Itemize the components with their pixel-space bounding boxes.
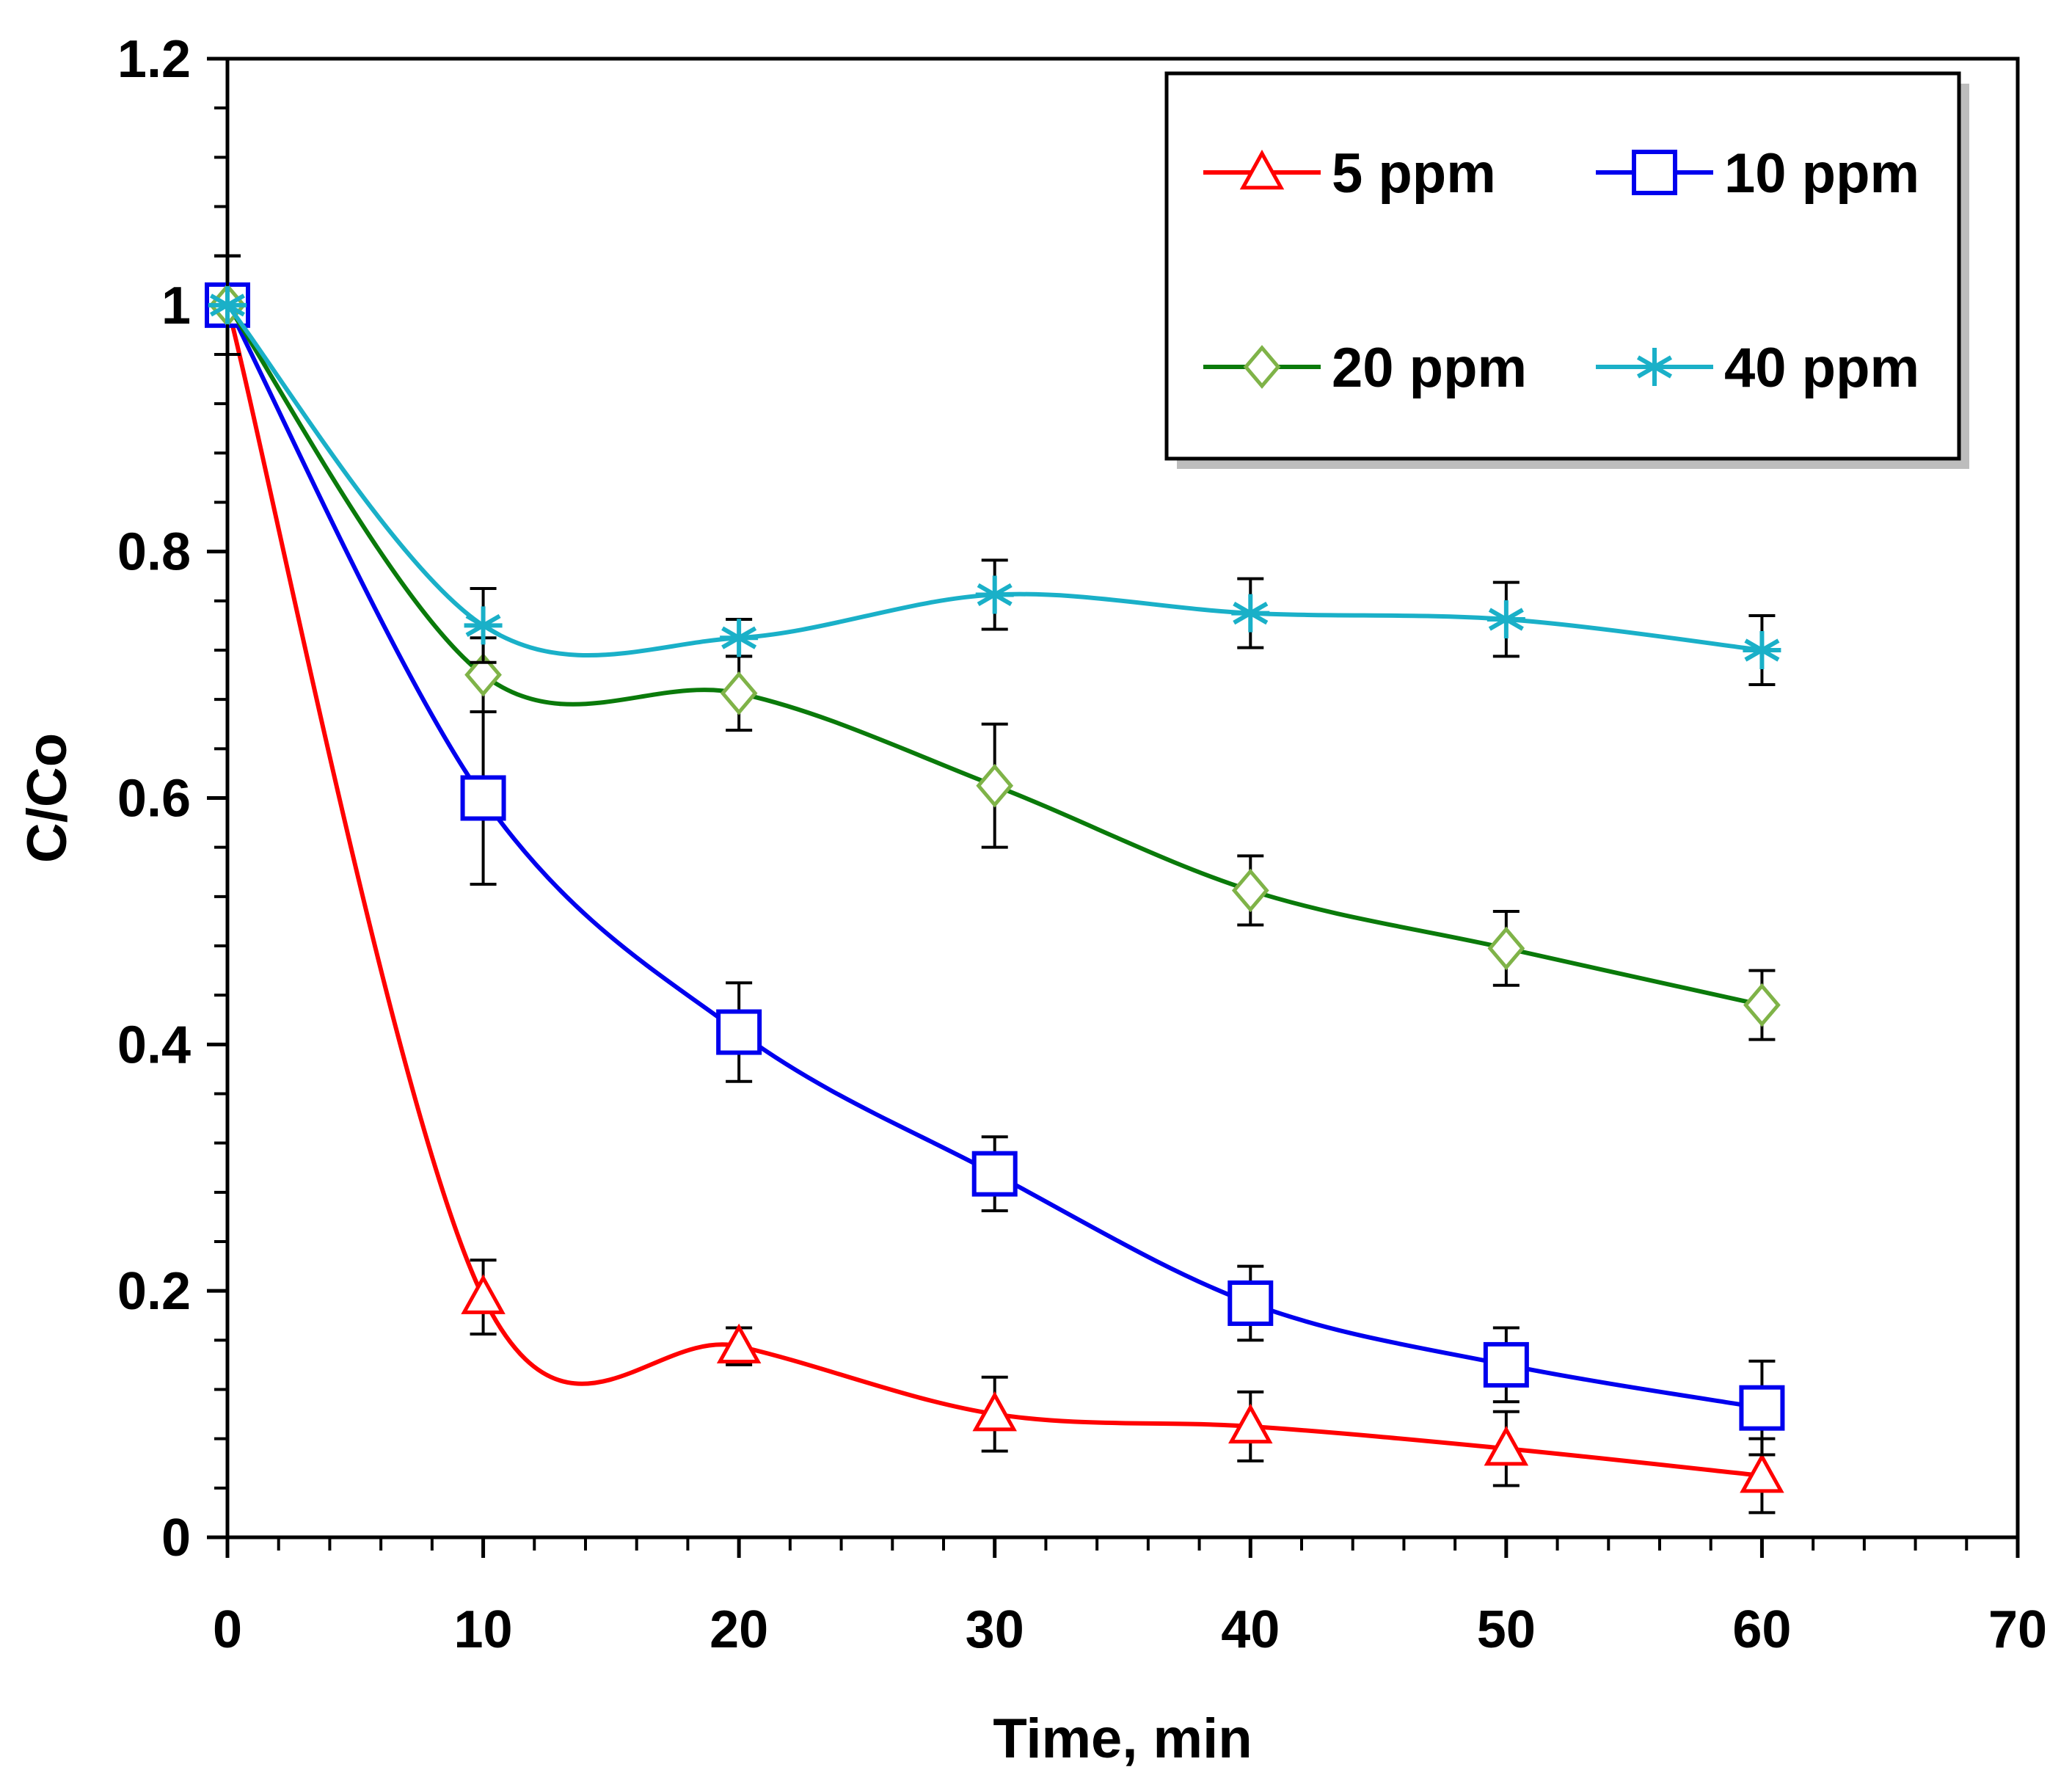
y-tick-label: 0.8 — [117, 523, 191, 582]
y-axis-title: C/Co — [16, 733, 79, 863]
x-tick-label: 0 — [213, 1600, 242, 1659]
series-20-ppm — [208, 254, 1781, 1041]
legend-label: 5 ppm — [1332, 142, 1496, 205]
y-tick-label: 1 — [161, 277, 191, 335]
marker-diamond — [1743, 983, 1781, 1027]
marker-diamond — [720, 671, 758, 715]
marker-triangle — [1228, 1403, 1273, 1444]
x-tick-label: 40 — [1221, 1600, 1280, 1659]
marker-square — [1227, 1280, 1274, 1326]
marker-asterisk — [975, 575, 1014, 614]
x-axis-title: Time, min — [993, 1708, 1252, 1770]
legend-label: 10 ppm — [1724, 142, 1919, 205]
series-40-ppm — [208, 254, 1781, 687]
x-tick-label: 60 — [1732, 1600, 1791, 1659]
marker-diamond — [1487, 926, 1525, 971]
marker-asterisk — [1743, 631, 1781, 669]
marker-asterisk — [1635, 348, 1674, 386]
x-tick-label: 70 — [1988, 1600, 2047, 1659]
series-line — [225, 305, 1762, 1479]
y-tick-label: 1.2 — [117, 30, 191, 89]
y-tick-label: 0.2 — [117, 1262, 191, 1321]
marker-asterisk — [720, 619, 759, 657]
y-tick-label: 0.6 — [117, 770, 191, 828]
y-axis: 0 0.2 0.4 0.6 0.8 1 1.2 — [117, 30, 227, 1567]
marker-asterisk — [1231, 594, 1270, 633]
marker-diamond — [464, 652, 502, 697]
marker-square — [1632, 150, 1677, 195]
y-tick-label: 0 — [161, 1509, 191, 1567]
marker-diamond — [976, 763, 1014, 808]
marker-square — [460, 775, 506, 821]
marker-square — [1483, 1341, 1529, 1388]
x-axis: 0 10 20 30 40 50 60 70 — [213, 1537, 2047, 1659]
marker-triangle — [716, 1323, 762, 1364]
x-tick-label: 30 — [966, 1600, 1024, 1659]
marker-triangle — [1239, 149, 1285, 190]
x-tick-label: 20 — [709, 1600, 768, 1659]
marker-triangle — [461, 1274, 506, 1314]
marker-asterisk — [464, 606, 503, 645]
legend: 5 ppm 10 ppm 20 ppm 40 ppm — [1164, 71, 1969, 469]
marker-square — [716, 1009, 762, 1055]
marker-triangle — [972, 1391, 1017, 1432]
marker-diamond — [1243, 345, 1281, 389]
marker-triangle — [1740, 1452, 1784, 1493]
legend-label: 20 ppm — [1332, 337, 1527, 399]
legend-label: 40 ppm — [1724, 337, 1919, 399]
legend-entry-10-ppm: 10 ppm — [1596, 142, 1919, 205]
series-10-ppm — [205, 254, 1785, 1457]
legend-entry-5-ppm: 5 ppm — [1203, 142, 1496, 205]
legend-box — [1164, 71, 1961, 461]
series-layer — [205, 254, 1785, 1515]
marker-square — [1739, 1385, 1785, 1431]
x-tick-label: 10 — [454, 1600, 513, 1659]
legend-entry-20-ppm: 20 ppm — [1203, 337, 1527, 399]
y-tick-label: 0.4 — [117, 1016, 191, 1074]
marker-asterisk — [1486, 600, 1525, 639]
x-tick-label: 50 — [1477, 1600, 1536, 1659]
marker-diamond — [1231, 868, 1269, 913]
marker-triangle — [1484, 1425, 1529, 1466]
marker-square — [971, 1151, 1018, 1197]
legend-entry-40-ppm: 40 ppm — [1596, 337, 1919, 399]
marker-asterisk — [208, 285, 247, 324]
series-line — [225, 304, 1762, 1410]
